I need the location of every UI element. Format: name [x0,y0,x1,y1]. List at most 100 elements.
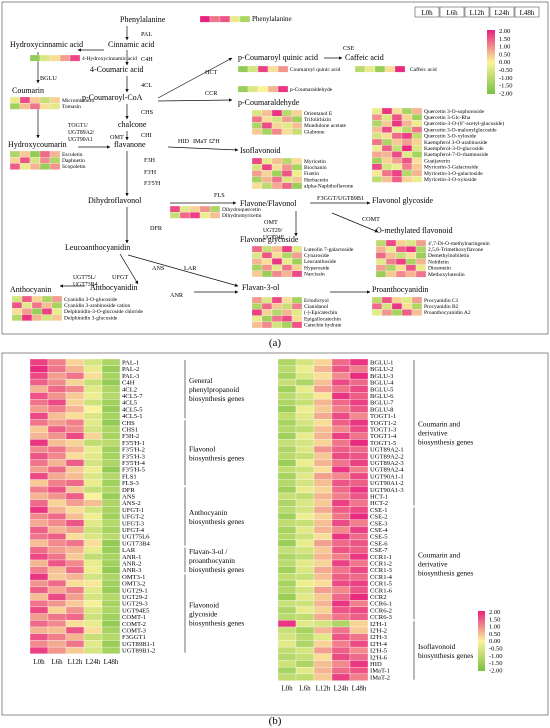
heat-cell [261,303,273,310]
compound-label: Kaempferol-7-O-rhamnoside [424,151,489,158]
heat-cell [331,378,351,386]
heat-cell [291,296,303,304]
heat-cell [411,120,423,127]
heat-cell [19,150,31,158]
group-label: biosynthesis genes [189,453,244,462]
gene-label: F3'5'H-4 [122,460,146,467]
heat-cell [101,606,121,614]
heat-cell [331,566,351,574]
group-label: Flavan-3-ol / [189,547,228,556]
heat-cell [101,378,121,386]
heat-cell [65,646,85,654]
heat-cell [29,539,49,547]
heat-cell [261,252,273,259]
heat-cell [251,264,263,271]
compound-label: Quercetin-3-O-(6''-acetyl-glucoside) [424,120,504,127]
heat-cell [349,667,369,675]
heat-cell [83,472,103,480]
heat-cell [101,372,121,380]
heat-cell [281,303,293,310]
heat-cell [47,539,67,547]
heat-cell [313,579,333,587]
group-label: biosynthesis genes [189,394,244,403]
compound-label: Dihydroquercetin [222,207,261,213]
heat-cell [331,439,351,447]
heat-cell [331,519,351,527]
heat-cell [411,145,423,152]
heat-cell [411,309,423,316]
gene-label: PAL-2 [122,366,139,373]
time-axis-label: L0h [33,658,45,666]
heat-cell [381,126,393,133]
heat-cell [29,620,49,628]
heat-cell [313,466,333,474]
heat-cell [313,546,333,554]
heat-cell [277,586,297,594]
heat-cell [51,295,63,303]
compound-label: p-Coumaraldehyde [290,87,333,93]
group-label: derivative [418,559,448,568]
heat-cell [65,626,85,634]
heat-cell [251,122,263,129]
heat-cell [405,258,417,265]
heat-cell [47,466,67,474]
heat-cell [179,212,191,219]
node-pcoa: p-Coumaroyl-CoA [82,93,143,102]
heat-cell [65,392,85,400]
heatmap-f3o: EriodictyolCianidanol(-)-EpicatechinEpig… [251,296,342,329]
time-axis-label: L12h [316,685,331,693]
heat-cell [313,600,333,608]
heat-cell [261,128,273,135]
gene-label: ANS-2 [122,500,141,507]
heat-cell [277,506,297,514]
heat-cell [29,358,49,366]
heat-cell [83,626,103,634]
heat-cell [51,314,63,321]
heat-cell [29,553,49,561]
gene-label: UFGT-3 [122,520,145,527]
heat-cell [47,640,67,648]
heat-cell [83,593,103,601]
heat-cell [415,246,427,253]
heat-cell [291,303,303,310]
heat-cell [237,65,249,73]
heat-cell [21,302,33,309]
legend-tick-label: 1.50 [499,36,510,43]
heat-cell [251,303,263,310]
heat-cell [29,646,49,654]
heat-cell [277,566,297,574]
heat-cell [281,128,293,135]
compound-label: Hyperoside [304,265,330,271]
group-label: Coumarin and [418,420,460,429]
time-axis-label: L48h [104,658,119,666]
gene-label: OMT3-2 [122,581,145,588]
heat-cell [83,392,103,400]
heat-cell [291,164,303,171]
heat-cell [65,593,85,601]
heat-cell [29,512,49,520]
panel-a-border [1,1,549,335]
node-pcal: p-Coumaraldehyde [238,98,300,107]
heat-cell [349,613,369,621]
heat-cell [189,212,201,219]
heat-cell [29,385,49,393]
heat-cell [349,539,369,547]
heat-cell [331,486,351,494]
gene-label: 4CL5-1 [122,413,143,420]
heat-cell [29,419,49,427]
gene-label: ANR-2 [122,560,141,567]
node-acd: Anthocyanidin [90,283,138,292]
heat-cell [391,296,403,304]
group-label: Flavonoid [189,601,219,610]
heat-cell [65,486,85,494]
heat-cell [39,163,51,170]
heat-cell [375,270,387,278]
heat-cell [277,486,297,494]
heat-cell [349,378,369,386]
heat-cell [411,132,423,140]
heat-cell [331,546,351,554]
heat-cell [101,559,121,567]
heat-cell [349,385,369,393]
heat-cell [29,492,49,500]
heat-cell [277,472,297,480]
